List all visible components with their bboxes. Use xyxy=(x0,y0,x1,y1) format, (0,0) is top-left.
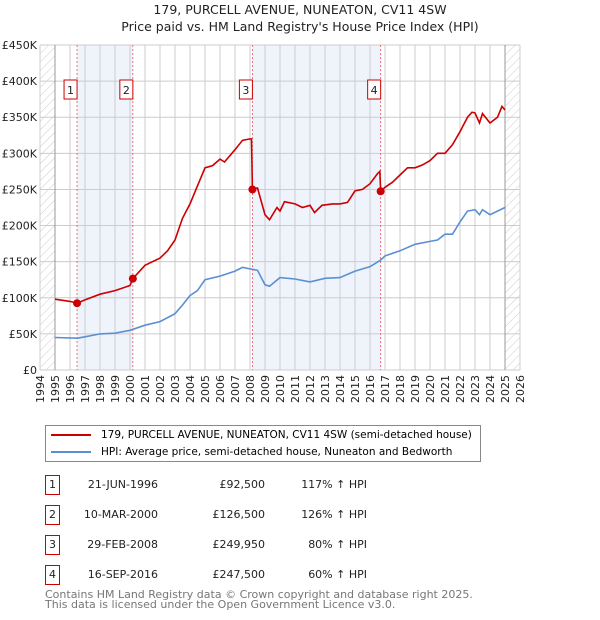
sale-hpi-change: 80% ↑ HPI xyxy=(308,538,367,551)
sale-hpi-change: 126% ↑ HPI xyxy=(301,508,367,521)
x-tick-label: 2002 xyxy=(154,375,167,403)
y-tick-label: £300K xyxy=(2,147,38,160)
y-tick-label: £350K xyxy=(2,111,38,124)
x-tick-label: 2009 xyxy=(259,375,272,403)
x-tick-label: 2010 xyxy=(274,375,287,403)
sale-number-badge xyxy=(367,79,382,100)
chart-subtitle: Price paid vs. HM Land Registry's House … xyxy=(121,19,479,34)
sale-number-badge: 2 xyxy=(45,505,60,525)
x-tick-label: 2004 xyxy=(184,375,197,403)
x-tick-label: 2016 xyxy=(364,375,377,403)
x-tick-label: 2015 xyxy=(349,375,362,403)
x-tick-label: 2022 xyxy=(454,375,467,403)
chart-title: 179, PURCELL AVENUE, NUNEATON, CV11 4SW xyxy=(153,2,447,17)
sale-point xyxy=(376,187,385,196)
x-tick-label: 1997 xyxy=(79,375,92,403)
hatched-region xyxy=(40,45,55,370)
sale-hpi-change: 117% ↑ HPI xyxy=(301,478,367,491)
x-tick-label: 2012 xyxy=(304,375,317,403)
price-paid-line xyxy=(54,104,506,305)
x-tick-label: 2001 xyxy=(139,375,152,403)
x-tick-label: 2020 xyxy=(424,375,437,403)
sale-number-label: 4 xyxy=(371,84,378,97)
x-tick-label: 2003 xyxy=(169,375,182,403)
sale-number-badge: 1 xyxy=(45,475,60,495)
x-tick-label: 1994 xyxy=(34,375,47,403)
y-tick-label: £450K xyxy=(2,39,38,52)
sale-point xyxy=(73,299,82,308)
x-tick-label: 2006 xyxy=(214,375,227,403)
y-tick-label: £50K xyxy=(9,328,38,341)
sale-date: 10-MAR-2000 xyxy=(83,508,158,521)
y-tick-label: £250K xyxy=(2,183,38,196)
x-tick-label: 1995 xyxy=(49,375,62,403)
sale-price: £249,950 xyxy=(212,538,266,551)
x-tick-label: 1998 xyxy=(94,375,107,403)
x-tick-label: 2017 xyxy=(379,375,392,403)
x-tick-label: 2021 xyxy=(439,375,452,403)
x-tick-label: 1996 xyxy=(64,375,77,403)
footer-line: This data is licensed under the Open Gov… xyxy=(45,598,396,611)
x-tick-label: 2005 xyxy=(199,375,212,403)
x-tick-label: 2026 xyxy=(514,375,527,403)
sale-point xyxy=(128,274,137,283)
footer-line: Contains HM Land Registry data © Crown c… xyxy=(45,588,473,601)
legend-swatch-blue xyxy=(51,451,91,453)
sale-number-label: 3 xyxy=(242,84,249,97)
sale-point xyxy=(248,185,257,194)
x-tick-label: 1999 xyxy=(109,375,122,403)
sale-number-badge: 3 xyxy=(45,535,60,555)
y-tick-label: £400K xyxy=(2,75,38,88)
x-tick-label: 2007 xyxy=(229,375,242,403)
legend: 179, PURCELL AVENUE, NUNEATON, CV11 4SW … xyxy=(45,425,481,462)
legend-item-hpi: HPI: Average price, semi-detached house,… xyxy=(51,444,452,460)
hpi-line xyxy=(54,206,506,340)
hatched-region xyxy=(505,45,520,370)
legend-label: 179, PURCELL AVENUE, NUNEATON, CV11 4SW … xyxy=(101,429,472,441)
x-tick-label: 2013 xyxy=(319,375,332,403)
y-tick-label: £200K xyxy=(2,220,38,233)
sale-number-badge xyxy=(238,79,253,100)
x-tick-label: 2018 xyxy=(394,375,407,403)
sale-date: 21-JUN-1996 xyxy=(87,478,158,491)
sale-number-badge: 4 xyxy=(45,565,60,585)
sale-number-badge xyxy=(119,79,134,100)
sale-price: £126,500 xyxy=(212,508,266,521)
sale-date: 16-SEP-2016 xyxy=(87,568,158,581)
x-tick-label: 2000 xyxy=(124,375,137,403)
y-tick-label: £150K xyxy=(2,256,38,269)
sale-price: £92,500 xyxy=(219,478,266,491)
sale-number-badge xyxy=(63,79,78,100)
legend-label: HPI: Average price, semi-detached house,… xyxy=(101,446,453,458)
x-tick-label: 2008 xyxy=(244,375,257,403)
chart-plot: 1994 1995 1996 1997 1998 1999 2000 2001 2002 2003… xyxy=(2,39,527,403)
sale-hpi-change: 60% ↑ HPI xyxy=(308,568,367,581)
sale-date: 29-FEB-2008 xyxy=(87,538,158,551)
legend-item-property: 179, PURCELL AVENUE, NUNEATON, CV11 4SW … xyxy=(51,427,472,443)
x-tick-label: 2014 xyxy=(334,375,347,403)
x-tick-label: 2019 xyxy=(409,375,422,403)
x-tick-label: 2023 xyxy=(469,375,482,403)
sale-number-label: 2 xyxy=(123,84,130,97)
x-tick-label: 2025 xyxy=(499,375,512,403)
y-tick-label: £100K xyxy=(2,292,38,305)
y-tick-label: £0 xyxy=(23,364,37,377)
shaded-band xyxy=(252,45,381,370)
sale-price: £247,500 xyxy=(212,568,266,581)
sale-number-label: 1 xyxy=(67,84,74,97)
legend-swatch-red xyxy=(51,434,91,436)
x-tick-label: 2024 xyxy=(484,375,497,403)
footer: Contains HM Land Registry data © Crown c… xyxy=(45,588,473,611)
x-tick-label: 2011 xyxy=(289,375,302,403)
